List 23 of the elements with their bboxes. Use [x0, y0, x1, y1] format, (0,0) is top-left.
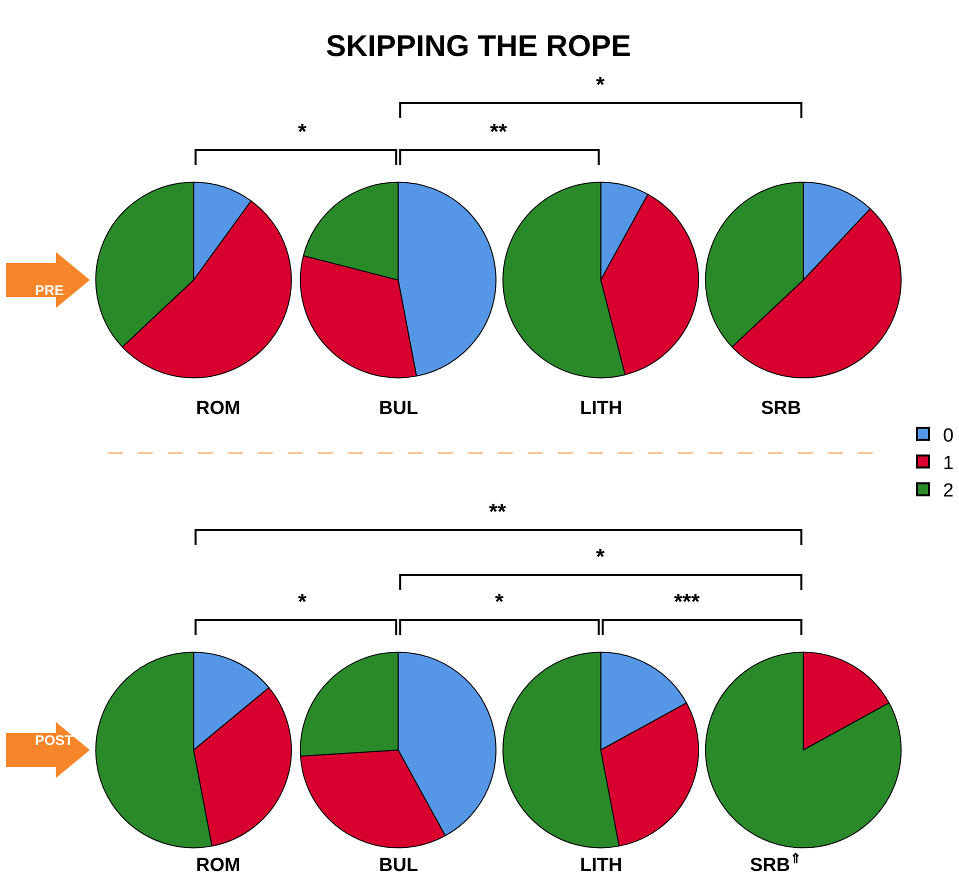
text: ** [490, 119, 508, 144]
text: BUL [379, 855, 418, 876]
text: LITH [580, 855, 622, 876]
pie-slice [705, 652, 902, 848]
text: * [495, 589, 504, 614]
text: * [298, 119, 307, 144]
text: SRB$^{⇑}$ [750, 851, 802, 876]
text: * [596, 72, 605, 97]
text: * [596, 544, 605, 569]
text: *** [674, 589, 700, 614]
text: PRE [35, 282, 64, 298]
text: ROM [196, 398, 240, 419]
text: SRB [761, 398, 802, 419]
text: ROM [196, 855, 240, 876]
text: ** [489, 499, 507, 524]
legend-label: 1 [943, 452, 954, 474]
text: BUL [379, 398, 418, 419]
text: SKIPPING THE ROPE [326, 30, 632, 63]
legend-label: 0 [943, 425, 954, 446]
text: POST [35, 732, 74, 748]
legend-label: 2 [943, 480, 954, 502]
text: * [298, 589, 307, 614]
text: LITH [580, 398, 622, 419]
